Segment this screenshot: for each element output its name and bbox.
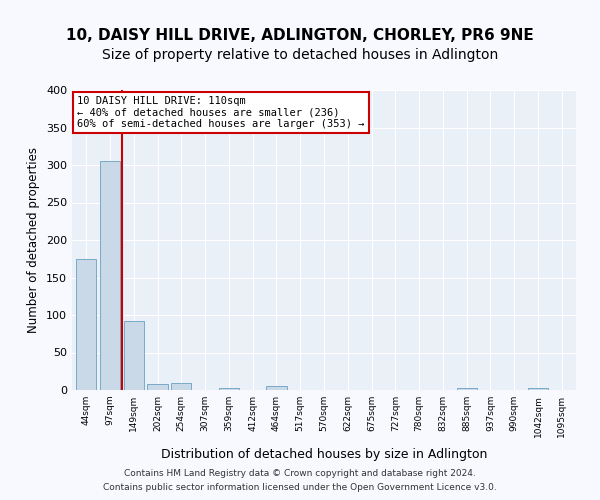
Bar: [76, 259, 97, 390]
Bar: [266, 386, 287, 390]
Bar: [457, 388, 477, 390]
Text: 10, DAISY HILL DRIVE, ADLINGTON, CHORLEY, PR6 9NE: 10, DAISY HILL DRIVE, ADLINGTON, CHORLEY…: [66, 28, 534, 42]
Text: Contains public sector information licensed under the Open Government Licence v3: Contains public sector information licen…: [103, 484, 497, 492]
Text: 10 DAISY HILL DRIVE: 110sqm
← 40% of detached houses are smaller (236)
60% of se: 10 DAISY HILL DRIVE: 110sqm ← 40% of det…: [77, 96, 365, 129]
Bar: [528, 388, 548, 390]
Bar: [171, 382, 191, 390]
Bar: [124, 321, 144, 390]
Text: Contains HM Land Registry data © Crown copyright and database right 2024.: Contains HM Land Registry data © Crown c…: [124, 468, 476, 477]
Bar: [100, 161, 120, 390]
Y-axis label: Number of detached properties: Number of detached properties: [28, 147, 40, 333]
Bar: [219, 388, 239, 390]
X-axis label: Distribution of detached houses by size in Adlington: Distribution of detached houses by size …: [161, 448, 487, 461]
Bar: [148, 384, 167, 390]
Text: Size of property relative to detached houses in Adlington: Size of property relative to detached ho…: [102, 48, 498, 62]
